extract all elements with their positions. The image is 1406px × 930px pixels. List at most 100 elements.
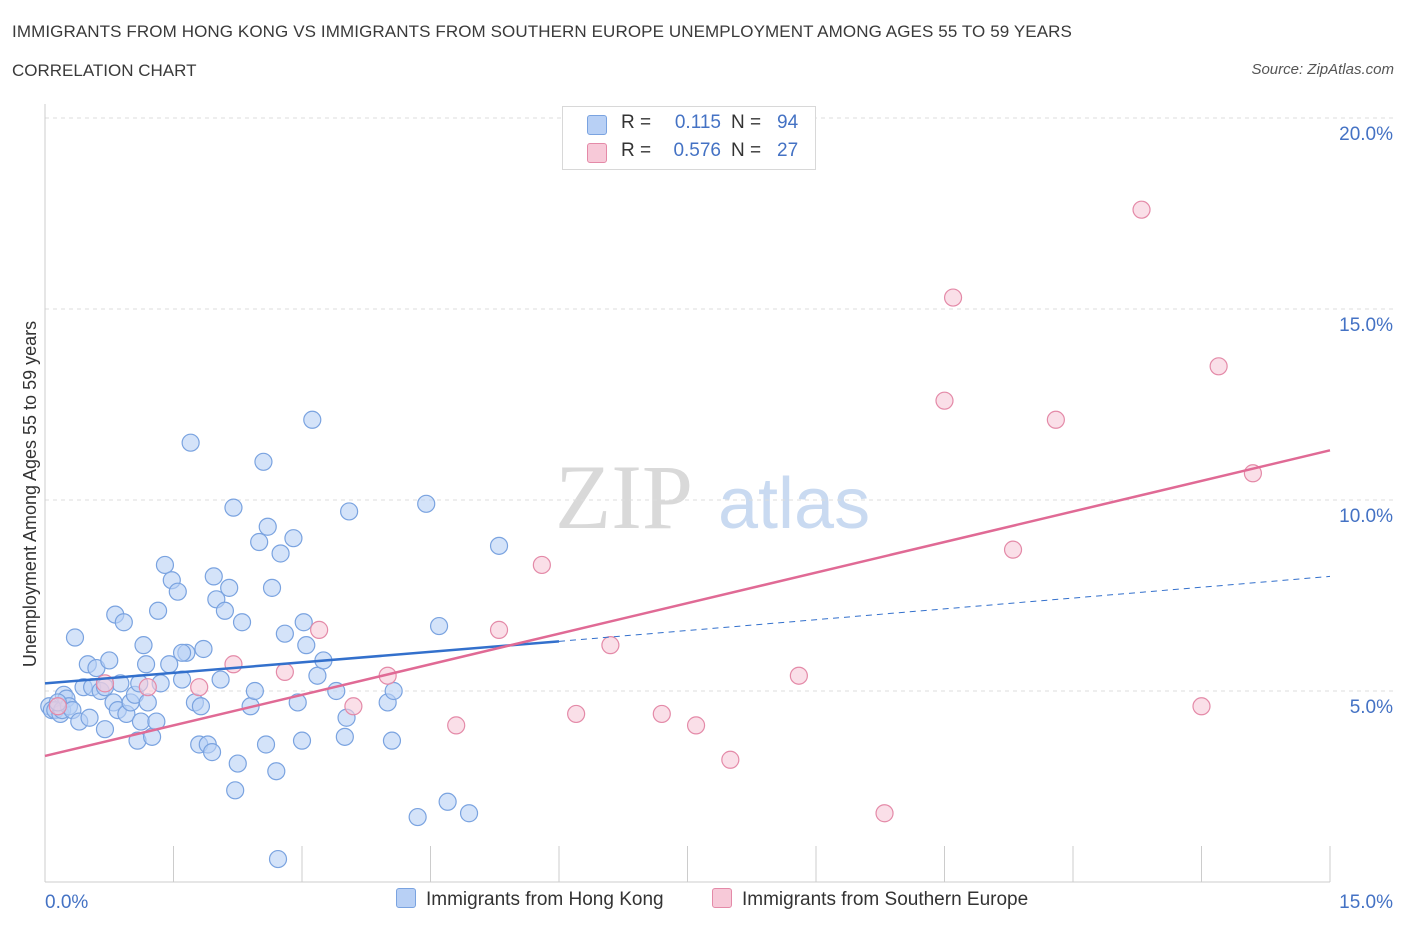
r-label: R = <box>621 140 652 161</box>
hong-kong-point <box>258 517 277 536</box>
series1-n-value: 94 <box>777 112 799 133</box>
southern-europe-point <box>138 678 157 697</box>
hong-kong-point <box>168 582 187 601</box>
r-label: R = <box>621 112 652 133</box>
hong-kong-point <box>228 754 247 773</box>
hong-kong-point <box>429 616 449 636</box>
hong-kong-point <box>284 529 303 548</box>
series1-r-value: 0.115 <box>674 112 721 133</box>
hong-kong-trend-extension <box>558 575 1331 642</box>
hong-kong-point <box>131 712 151 731</box>
southern-europe-point <box>1132 200 1151 219</box>
hong-kong-point <box>267 762 286 781</box>
hong-kong-point <box>268 849 288 869</box>
hong-kong-point <box>211 670 230 689</box>
series1-swatch <box>587 115 607 135</box>
hong-kong-point <box>172 643 192 662</box>
southern-europe-point <box>489 620 509 639</box>
hong-kong-point <box>215 601 234 620</box>
hong-kong-point <box>250 532 269 552</box>
hong-kong-point <box>191 697 211 716</box>
hong-kong-point <box>292 731 312 750</box>
southern-europe-point <box>935 391 954 410</box>
legend-item-hong-kong: Immigrants from Hong Kong <box>396 888 664 911</box>
hong-kong-trend-line <box>44 640 560 685</box>
southern-europe-point <box>721 750 740 769</box>
hong-kong-point <box>232 613 252 632</box>
x-tick-label: 15.0% <box>1339 892 1393 913</box>
hong-kong-point <box>489 536 509 555</box>
hong-kong-point <box>303 410 322 429</box>
hong-kong-point <box>254 452 273 471</box>
chart-subtitle: CORRELATION CHART <box>12 61 197 80</box>
legend-label-hong-kong: Immigrants from Hong Kong <box>426 889 664 910</box>
southern-europe-swatch <box>712 888 732 908</box>
hong-kong-point <box>297 636 316 655</box>
y-tick-label: 20.0% <box>1339 124 1393 145</box>
southern-europe-point <box>943 288 963 307</box>
southern-europe-point <box>652 704 671 724</box>
southern-europe-point <box>447 716 466 735</box>
hong-kong-point <box>134 636 153 655</box>
hong-kong-point <box>65 628 85 647</box>
hong-kong-point <box>275 624 294 643</box>
series2-n-value: 27 <box>777 140 799 161</box>
watermark-atlas: atlas <box>718 464 870 544</box>
southern-europe-point <box>190 678 209 697</box>
x-tick-label: 0.0% <box>45 892 88 913</box>
southern-europe-trend-line <box>44 449 1331 758</box>
southern-europe-point <box>310 620 329 639</box>
hong-kong-point <box>384 681 403 701</box>
n-label: N = <box>731 140 762 161</box>
southern-europe-point <box>224 655 243 674</box>
hong-kong-swatch <box>396 888 416 908</box>
hong-kong-point <box>138 693 157 712</box>
southern-europe-point <box>48 697 67 716</box>
hong-kong-point <box>202 743 222 762</box>
hong-kong-point <box>340 502 359 521</box>
legend-label-southern-europe: Immigrants from Southern Europe <box>742 889 1029 910</box>
southern-europe-point <box>567 704 586 724</box>
hong-kong-point <box>262 578 282 597</box>
hong-kong-point <box>256 735 276 754</box>
southern-europe-point <box>344 697 363 716</box>
hong-kong-point <box>417 494 436 513</box>
hong-kong-point <box>80 708 99 727</box>
hong-kong-point <box>181 433 200 452</box>
hong-kong-point <box>459 804 479 823</box>
hong-kong-point <box>226 781 245 800</box>
hong-kong-point <box>294 613 313 632</box>
hong-kong-point <box>408 807 427 827</box>
hong-kong-point <box>308 666 327 685</box>
series2-swatch <box>587 143 607 163</box>
southern-europe-point <box>1046 410 1065 429</box>
southern-europe-point <box>789 666 808 685</box>
hong-kong-point <box>204 567 223 586</box>
y-tick-label: 10.0% <box>1339 506 1393 527</box>
stats-legend: R = 0.115 N = 94 R = 0.576 N = 27 <box>562 106 816 170</box>
hong-kong-point <box>438 792 457 811</box>
southern-europe-point <box>532 555 551 575</box>
hong-kong-point <box>155 555 175 575</box>
hong-kong-point <box>288 693 307 712</box>
hong-kong-point <box>245 681 264 701</box>
chart-title: IMMIGRANTS FROM HONG KONG VS IMMIGRANTS … <box>12 22 1072 41</box>
hong-kong-point <box>95 720 115 739</box>
hong-kong-point <box>224 498 243 517</box>
hong-kong-point <box>382 731 402 750</box>
hong-kong-point <box>136 655 156 674</box>
watermark-zip: ZIP <box>555 446 693 548</box>
southern-europe-point <box>1192 697 1211 716</box>
hong-kong-point <box>335 727 354 746</box>
n-label: N = <box>731 112 762 133</box>
hong-kong-point <box>271 544 290 563</box>
hong-kong-point <box>194 639 213 659</box>
hong-kong-point <box>148 601 168 620</box>
hong-kong-point <box>220 578 239 597</box>
hong-kong-point <box>100 651 119 670</box>
southern-europe-point <box>601 636 620 655</box>
y-tick-label: 5.0% <box>1350 697 1393 718</box>
legend-item-southern-europe: Immigrants from Southern Europe <box>712 888 1028 911</box>
series2-r-value: 0.576 <box>673 140 721 161</box>
y-tick-label: 15.0% <box>1339 315 1393 336</box>
